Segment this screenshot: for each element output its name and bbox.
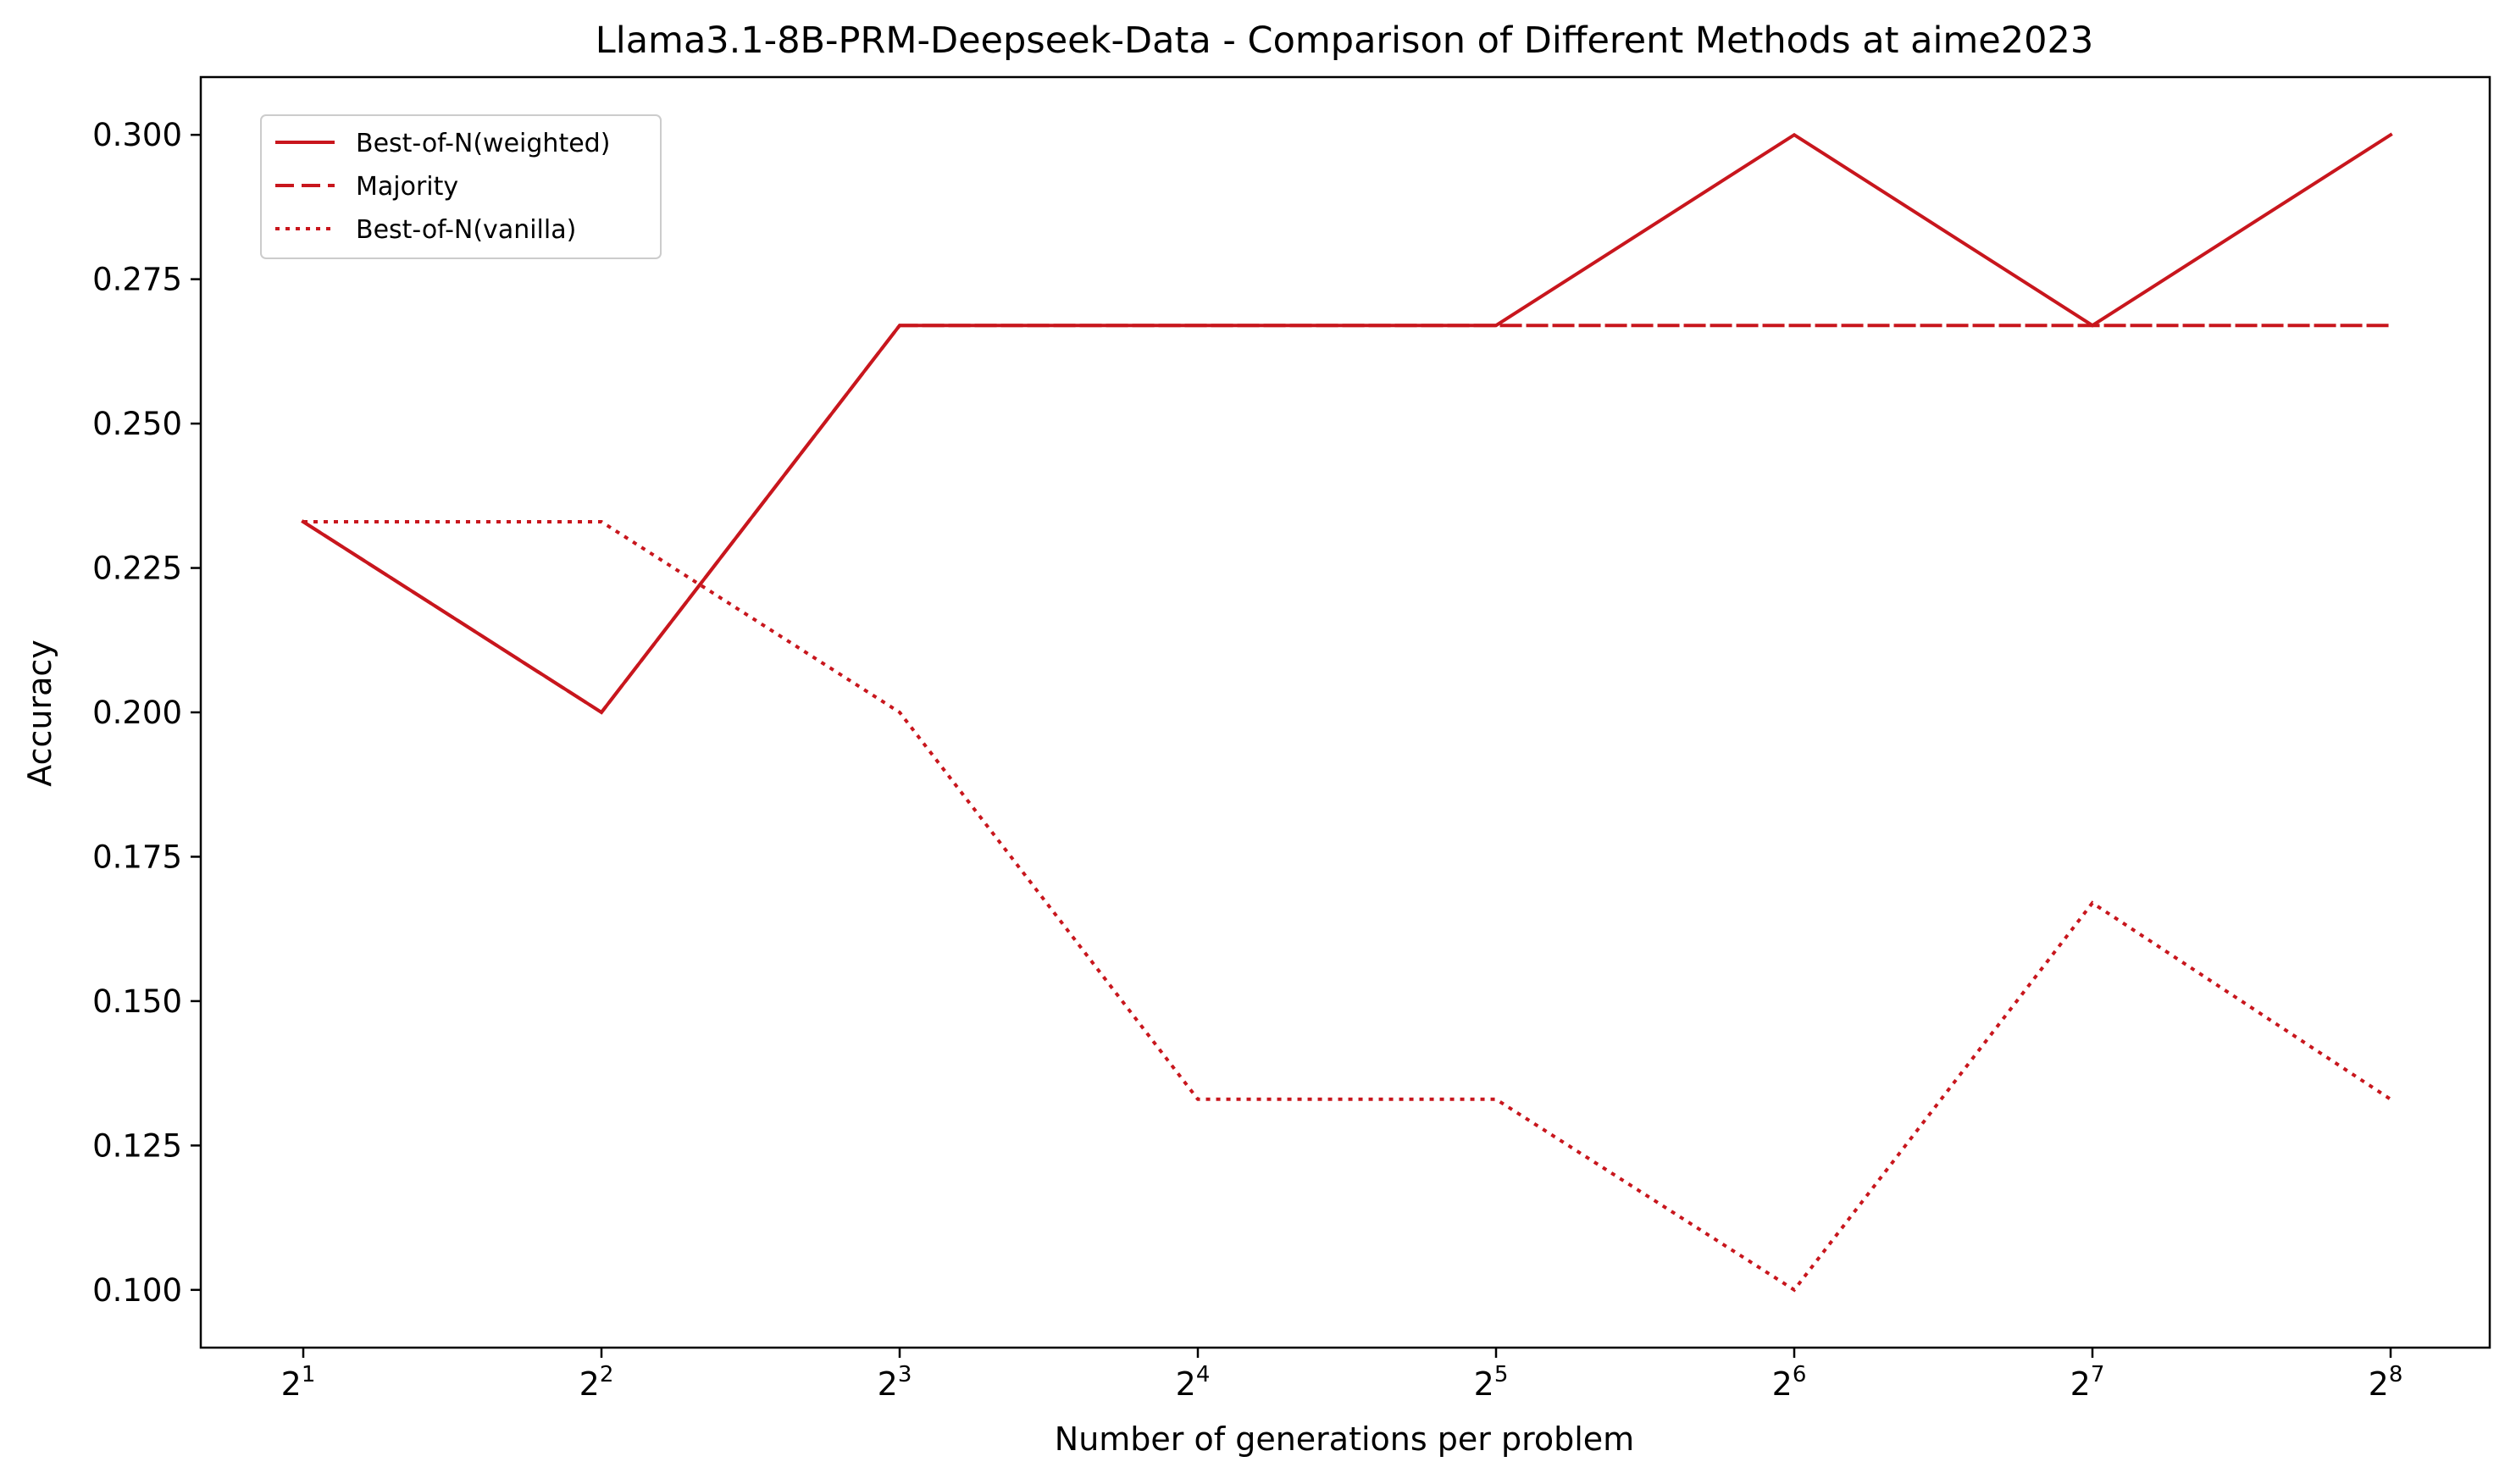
x-tick-label: 26 <box>1772 1362 1807 1403</box>
x-axis-label: Number of generations per problem <box>1055 1420 1634 1458</box>
x-tick-exponent: 3 <box>898 1362 912 1387</box>
x-tick-exponent: 7 <box>2091 1362 2105 1387</box>
x-tick-label: 21 <box>281 1362 316 1403</box>
x-tick-label: 24 <box>1176 1362 1211 1403</box>
x-tick-base: 2 <box>1474 1365 1494 1403</box>
legend-label-1: Majority <box>356 172 458 202</box>
x-tick-exponent: 6 <box>1793 1362 1807 1387</box>
series-line-0 <box>301 132 2393 715</box>
series-line-2 <box>303 520 2392 1293</box>
x-tick-label: 25 <box>1474 1362 1509 1403</box>
x-tick-exponent: 5 <box>1494 1362 1509 1387</box>
y-tick-label: 0.275 <box>92 262 182 298</box>
x-tick-base: 2 <box>281 1365 302 1403</box>
y-axis: 0.100 0.125 0.150 0.175 0.200 0.225 0.250 0.275… <box>92 117 201 1309</box>
chart-title: Llama3.1-8B-PRM-Deepseek-Data - Comparis… <box>596 19 2093 62</box>
y-tick-label: 0.200 <box>92 695 182 731</box>
series-layer <box>301 132 2393 1293</box>
x-tick-base: 2 <box>2070 1365 2091 1403</box>
x-tick-label: 23 <box>878 1362 912 1403</box>
x-tick-base: 2 <box>579 1365 600 1403</box>
x-tick-base: 2 <box>2369 1365 2389 1403</box>
y-tick-label: 0.300 <box>92 117 182 153</box>
x-tick-label: 27 <box>2070 1362 2105 1403</box>
x-tick-label: 22 <box>579 1362 614 1403</box>
y-axis-label: Accuracy <box>21 640 58 787</box>
x-tick-exponent: 1 <box>302 1362 316 1387</box>
legend-label-0: Best-of-N(weighted) <box>356 129 610 158</box>
x-tick-exponent: 2 <box>600 1362 614 1387</box>
x-tick-exponent: 8 <box>2389 1362 2403 1387</box>
x-tick-base: 2 <box>878 1365 898 1403</box>
y-tick-label: 0.175 <box>92 839 182 875</box>
legend-box <box>260 114 662 259</box>
y-tick-label: 0.150 <box>92 983 182 1020</box>
x-tick-base: 2 <box>1176 1365 1196 1403</box>
y-tick-label: 0.250 <box>92 406 182 442</box>
legend-label-2: Best-of-N(vanilla) <box>356 215 576 245</box>
x-axis: 21 22 23 24 25 26 27 28 <box>281 1348 2403 1403</box>
x-tick-exponent: 4 <box>1196 1362 1211 1387</box>
x-tick-base: 2 <box>1772 1365 1793 1403</box>
legend: Best-of-N(weighted) Majority Best-of-N(van… <box>260 114 662 259</box>
y-tick-label: 0.125 <box>92 1127 182 1164</box>
x-tick-label: 28 <box>2369 1362 2403 1403</box>
y-tick-label: 0.100 <box>92 1272 182 1309</box>
y-tick-label: 0.225 <box>92 551 182 587</box>
